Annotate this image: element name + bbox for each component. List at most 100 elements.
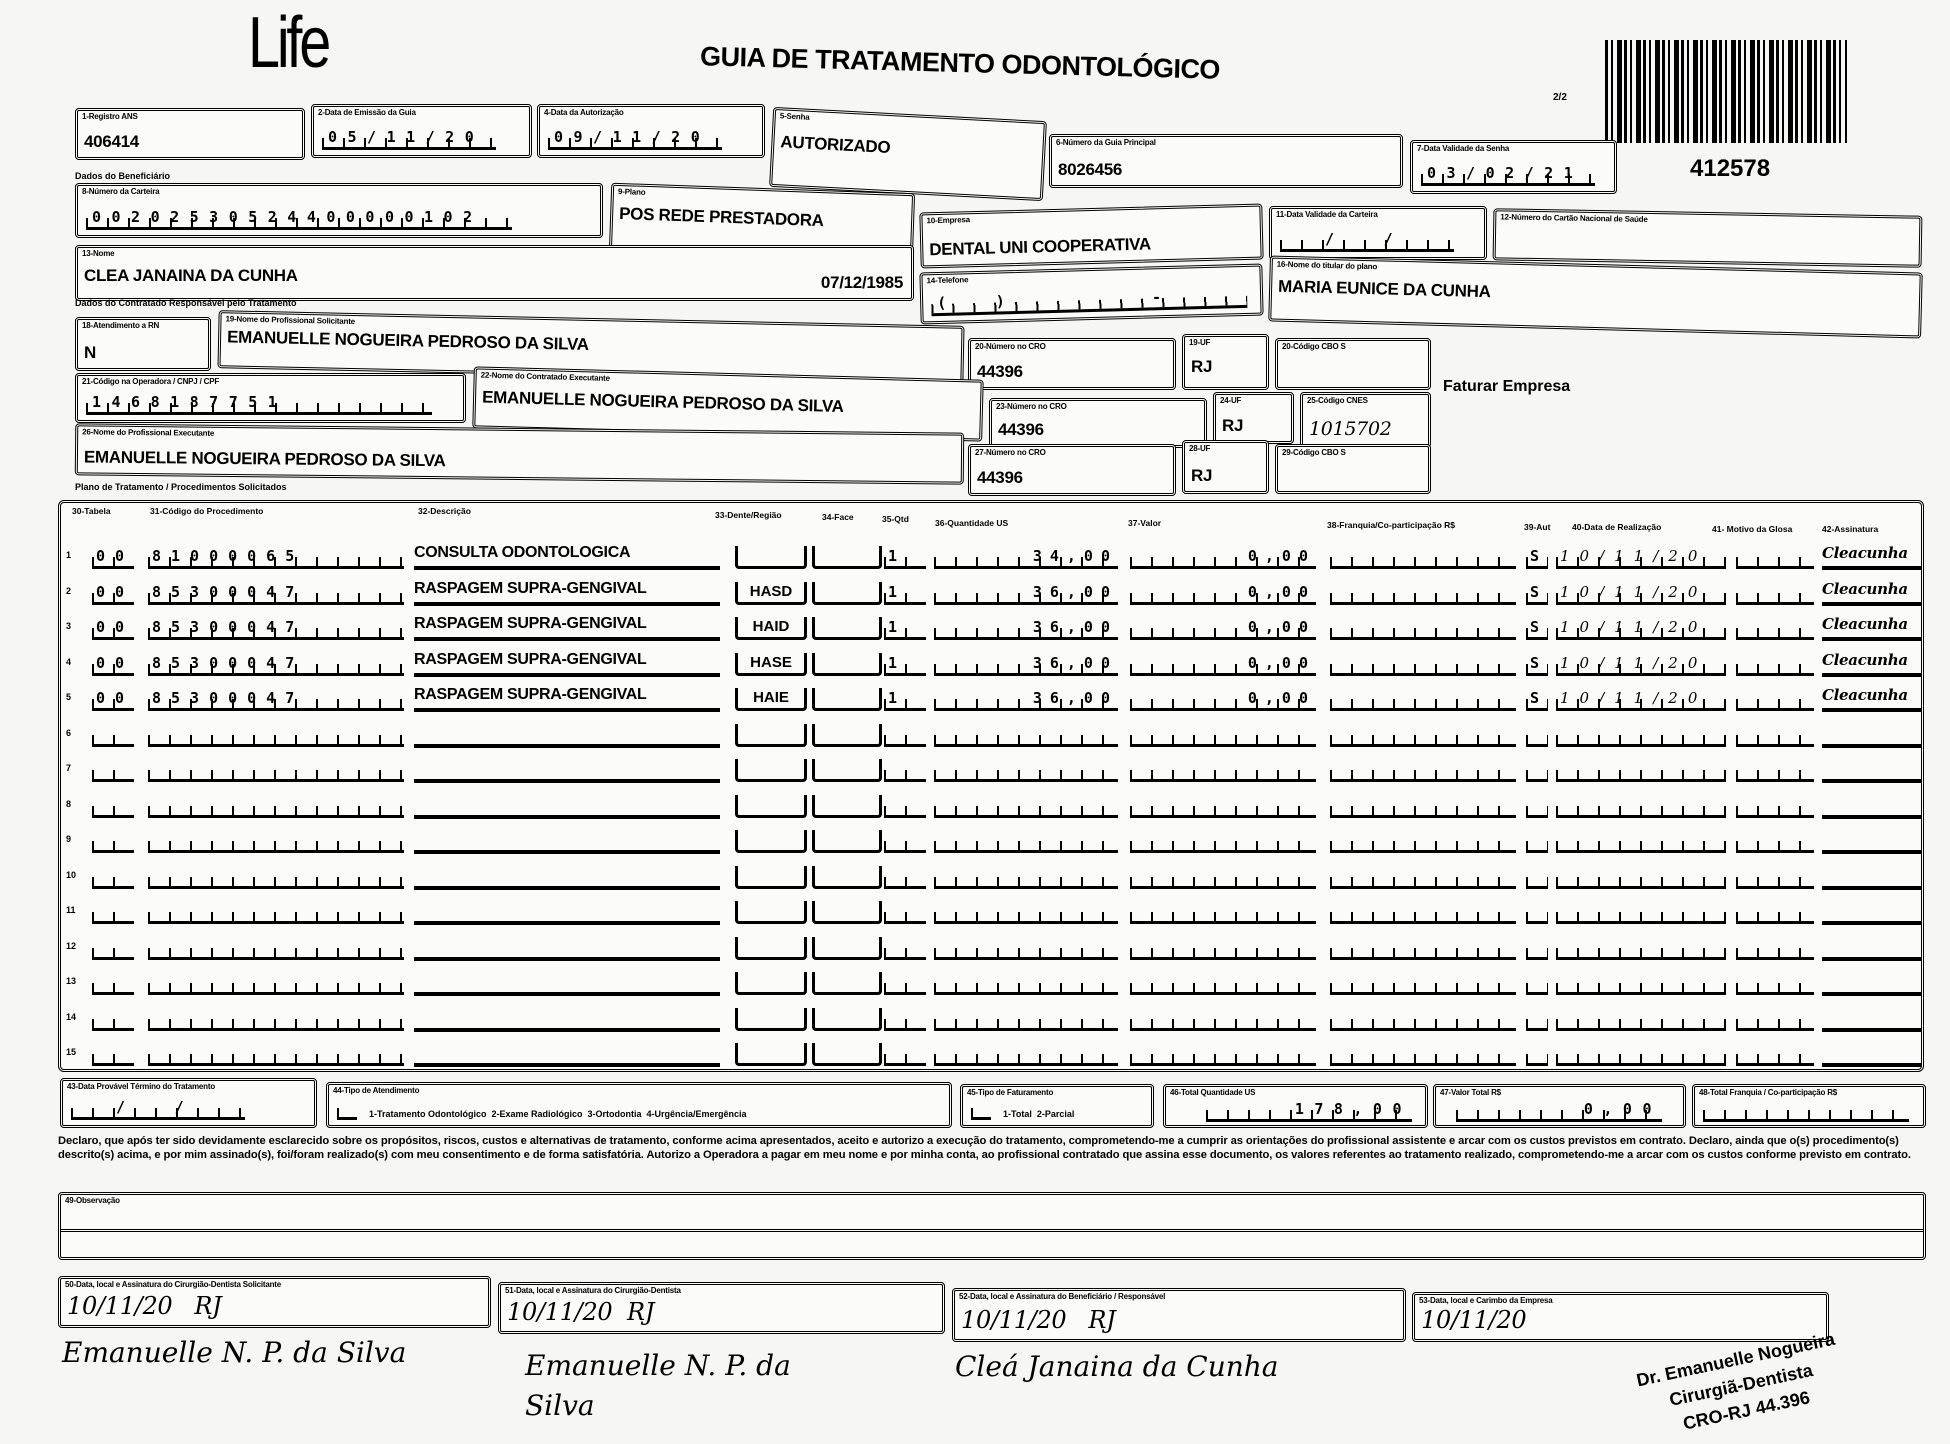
validade-senha-field[interactable]: 7-Data Validade da Senha 03/02/21: [1410, 140, 1617, 194]
cell-aut[interactable]: [1526, 1043, 1548, 1066]
cell-data[interactable]: 10/11/20: [1556, 546, 1726, 569]
cell-assinatura[interactable]: [1822, 1006, 1922, 1032]
cell-assinatura[interactable]: Cleacunha: [1822, 615, 1922, 641]
cell-assinatura[interactable]: Cleacunha: [1822, 544, 1922, 570]
cell-descricao[interactable]: [414, 757, 720, 783]
cell-descricao[interactable]: [414, 722, 720, 748]
signature-box-cirurgiao[interactable]: 51-Data, local e Assinatura do Cirurgião…: [498, 1282, 945, 1334]
cell-valor[interactable]: 0,00: [1130, 617, 1316, 640]
cell-aut[interactable]: [1526, 794, 1548, 818]
cell-face[interactable]: [812, 1043, 882, 1066]
cell-qtd[interactable]: [884, 936, 926, 960]
cell-dente[interactable]: [735, 723, 807, 747]
cell-descricao[interactable]: [414, 864, 720, 890]
cell-valor[interactable]: [1130, 830, 1316, 853]
codigo-operadora-field[interactable]: 21-Código na Operadora / CNPJ / CPF 14681…: [75, 373, 466, 423]
cell-aut[interactable]: S: [1526, 688, 1548, 711]
cell-descricao[interactable]: [414, 899, 720, 925]
cell-qtd[interactable]: [884, 1043, 926, 1066]
cell-codigo[interactable]: [148, 865, 404, 889]
cell-franquia[interactable]: [1330, 1043, 1516, 1066]
cell-codigo[interactable]: 81000065: [148, 546, 404, 569]
cro-solicitante-field[interactable]: 20-Número no CRO 44396: [968, 338, 1176, 390]
guia-principal-field[interactable]: 6-Número da Guia Principal 8026456: [1049, 134, 1403, 188]
cnes-field[interactable]: 25-Código CNES 1015702: [1300, 392, 1431, 448]
cell-glosa[interactable]: [1736, 936, 1814, 960]
cell-qtd[interactable]: [884, 723, 926, 747]
empresa-field[interactable]: 10-Empresa DENTAL UNI COOPERATIVA: [919, 203, 1264, 269]
cell-valor[interactable]: [1130, 1007, 1316, 1031]
cell-data[interactable]: 10/11/20: [1556, 688, 1726, 711]
cell-dente[interactable]: HAIE: [735, 688, 807, 711]
data-autorizacao-field[interactable]: 4-Data da Autorização 09/11/20: [537, 104, 765, 158]
cell-qtd[interactable]: 1: [884, 617, 926, 640]
tipo-faturamento-field[interactable]: 45-Tipo de Faturamento 1-Total 2-Parcial: [960, 1084, 1154, 1128]
cell-glosa[interactable]: [1736, 723, 1814, 747]
cell-qtd-us[interactable]: [934, 794, 1118, 818]
cell-assinatura[interactable]: Cleacunha: [1822, 686, 1922, 712]
signature-box-empresa[interactable]: 53-Data, local e Carimbo da Empresa 10/11…: [1412, 1292, 1829, 1342]
atendimento-rn-field[interactable]: 18-Atendimento a RN N: [75, 317, 211, 371]
cell-qtd[interactable]: [884, 972, 926, 995]
cell-qtd[interactable]: 1: [884, 546, 926, 569]
cell-glosa[interactable]: [1736, 652, 1814, 676]
cell-face[interactable]: [812, 901, 882, 924]
cell-tabela[interactable]: [92, 865, 134, 889]
cell-tabela[interactable]: [92, 794, 134, 818]
cell-codigo[interactable]: [148, 830, 404, 853]
cell-franquia[interactable]: [1330, 546, 1516, 569]
cell-descricao[interactable]: RASPAGEM SUPRA-GENGIVAL: [414, 686, 720, 712]
data-emissao-field[interactable]: 2-Data de Emissão da Guia 05/11/20: [311, 104, 532, 158]
cell-valor[interactable]: [1130, 723, 1316, 747]
cell-glosa[interactable]: [1736, 972, 1814, 995]
cell-qtd-us[interactable]: 34,00: [934, 546, 1118, 569]
cell-aut[interactable]: [1526, 723, 1548, 747]
cell-codigo[interactable]: [148, 794, 404, 818]
cell-franquia[interactable]: [1330, 901, 1516, 924]
cell-valor[interactable]: [1130, 972, 1316, 995]
cell-data[interactable]: [1556, 865, 1726, 889]
cell-glosa[interactable]: [1736, 759, 1814, 782]
cell-valor[interactable]: [1130, 936, 1316, 960]
cell-descricao[interactable]: [414, 1041, 720, 1067]
cell-qtd[interactable]: [884, 1007, 926, 1031]
cell-valor[interactable]: [1130, 1043, 1316, 1066]
cell-assinatura[interactable]: [1822, 793, 1922, 819]
cell-data[interactable]: [1556, 1043, 1726, 1066]
cell-dente[interactable]: [735, 901, 807, 924]
cell-qtd[interactable]: [884, 830, 926, 853]
cell-descricao[interactable]: [414, 828, 720, 854]
cell-descricao[interactable]: [414, 1006, 720, 1032]
cell-tabela[interactable]: [92, 1007, 134, 1031]
profissional-executante-field[interactable]: 26-Nome do Profissional Executante EMANUE…: [74, 423, 965, 485]
cell-qtd-us[interactable]: [934, 759, 1118, 782]
cell-tabela[interactable]: 00: [92, 617, 134, 640]
cell-glosa[interactable]: [1736, 830, 1814, 853]
uf-contratado-field[interactable]: 24-UF RJ: [1213, 392, 1294, 444]
cell-qtd-us[interactable]: 36,00: [934, 581, 1118, 605]
cell-codigo[interactable]: [148, 1043, 404, 1066]
cell-qtd-us[interactable]: [934, 972, 1118, 995]
cell-data[interactable]: [1556, 972, 1726, 995]
cell-qtd-us[interactable]: [934, 936, 1118, 960]
senha-field[interactable]: 5-Senha AUTORIZADO: [769, 106, 1047, 202]
cell-glosa[interactable]: [1736, 1043, 1814, 1066]
cell-dente[interactable]: HAID: [735, 617, 807, 640]
registro-ans-field[interactable]: 1-Registro ANS 406414: [75, 108, 305, 160]
cell-dente[interactable]: [735, 759, 807, 782]
cell-dente[interactable]: [735, 1007, 807, 1031]
cell-face[interactable]: [812, 581, 882, 605]
cell-franquia[interactable]: [1330, 972, 1516, 995]
cell-dente[interactable]: [735, 936, 807, 960]
cell-codigo[interactable]: [148, 972, 404, 995]
cell-data[interactable]: [1556, 1007, 1726, 1031]
cell-qtd[interactable]: [884, 865, 926, 889]
cell-franquia[interactable]: [1330, 1007, 1516, 1031]
uf-executante-field[interactable]: 28-UF RJ: [1182, 440, 1269, 494]
cell-qtd[interactable]: [884, 794, 926, 818]
cell-data[interactable]: [1556, 936, 1726, 960]
cell-codigo[interactable]: [148, 1007, 404, 1031]
total-us-field[interactable]: 46-Total Quantidade US 178,00: [1163, 1084, 1428, 1128]
cell-aut[interactable]: [1526, 830, 1548, 853]
cell-tabela[interactable]: [92, 936, 134, 960]
